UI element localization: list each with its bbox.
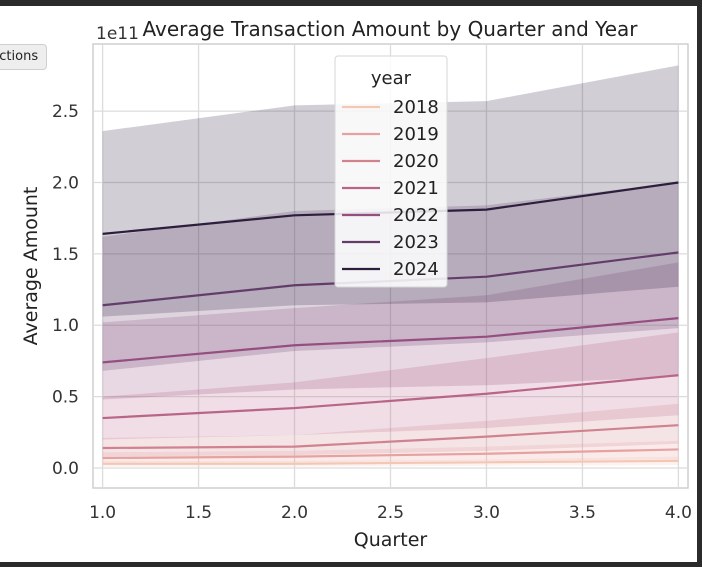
band-2021 [102,332,679,440]
chart-panel: 1.0 1.5 2.0 2.5 3.0 3.5 4.0 0.0 0.5 1.0 1.5 2.0 2.5 … [0,6,697,562]
legend-label: 2021 [393,178,439,199]
y-tick-label: 2.5 [52,102,79,122]
series-line-2021 [102,374,679,420]
legend-item-2023: 2023 [342,232,439,253]
tick-labels: 1.0 1.5 2.0 2.5 3.0 3.5 4.0 0.0 0.5 1.0 1.5 2.0 2.5 [52,102,692,523]
grid [93,44,688,488]
legend-label: 2020 [393,151,439,172]
legend-item-2024: 2024 [342,259,439,280]
legend-item-2019: 2019 [342,124,439,145]
tooltip-label: Edit actions [0,49,39,64]
legend-title: year [371,68,412,89]
y-axis-title: Average Amount [20,187,42,346]
y-offset-label: 1e11 [96,24,139,44]
x-tick-label: 1.0 [89,503,116,523]
series-lines [102,181,679,465]
x-tick-label: 4.0 [665,503,692,523]
y-tick-label: 0.0 [52,459,79,479]
legend-item-2020: 2020 [342,151,439,172]
series-line-2020 [102,424,679,450]
line-chart: 1.0 1.5 2.0 2.5 3.0 3.5 4.00.00.51.01.52.02.5 … [20,17,692,551]
x-axis-title: Quarter [354,529,428,551]
x-tick-label: 3.5 [569,503,596,523]
legend-label: 2022 [393,205,439,226]
legend-item-2021: 2021 [342,178,439,199]
legend-box [334,55,448,288]
y-tick-label: 1.5 [52,245,79,265]
x-tick-label: 3.0 [473,503,500,523]
band-2022 [102,262,679,400]
legend-item-2022: 2022 [342,205,439,226]
chart-title: Average Transaction Amount by Quarter an… [142,17,638,41]
x-tick-label: 1.5 [185,503,212,523]
edit-actions-tooltip[interactable]: Edit actions [0,44,48,70]
band-2020 [102,403,679,457]
legend: year 2018 2019 2020 2021 2022 2023 2024 [334,55,448,288]
y-tick-label: 0.5 [52,388,79,408]
legend-label: 2018 [393,97,439,118]
y-tick-label: 1.0 [52,316,79,336]
y-tick-label: 2.0 [52,173,79,193]
series-line-2018 [102,459,679,465]
series-line-2019 [102,448,679,460]
legend-label: 2019 [393,124,439,145]
legend-label: 2023 [393,232,439,253]
series-line-2022 [102,317,679,364]
legend-label: 2024 [393,259,439,280]
legend-item-2018: 2018 [342,97,439,118]
x-tick-label: 2.5 [377,503,404,523]
x-tick-label: 2.0 [281,503,308,523]
